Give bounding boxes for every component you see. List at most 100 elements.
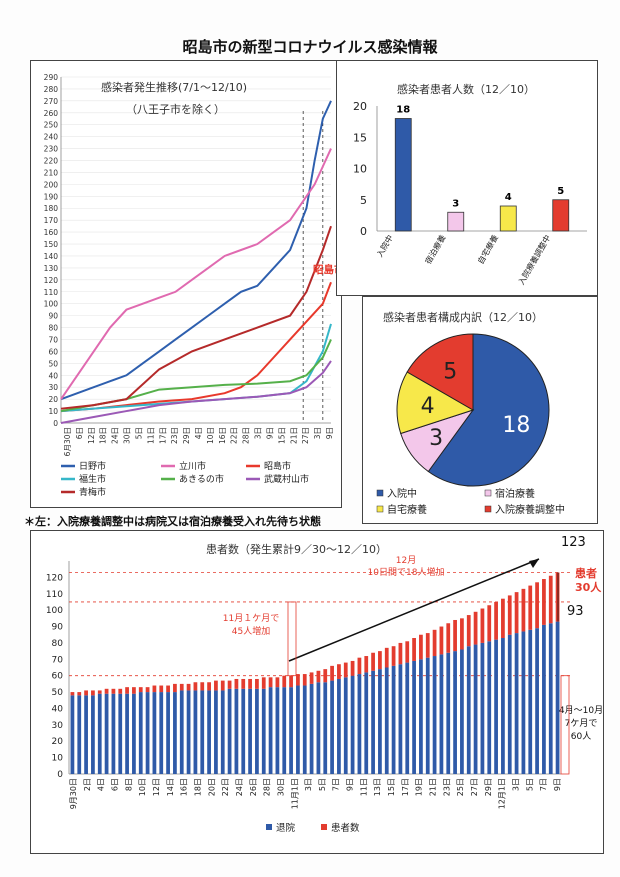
chart-title: 感染者発生推移(7/1～12/10)	[101, 80, 247, 94]
apr-oct-label: 60人	[571, 731, 591, 742]
x-tick-label: 16日	[180, 778, 189, 796]
bar-active	[261, 677, 266, 689]
legend-label: 立川市	[179, 460, 206, 472]
y-tick-label: 270	[44, 97, 59, 106]
x-tick-label: 17日	[401, 778, 410, 796]
bar-discharged	[200, 690, 205, 774]
apr-oct-label: 4月～10月	[559, 705, 603, 716]
x-tick-label: 3日	[254, 427, 263, 439]
bar-discharged	[248, 688, 252, 774]
x-tick-label: 12月1日	[498, 778, 507, 809]
bar-discharged	[507, 634, 512, 774]
bar-active	[97, 690, 102, 694]
nov-increase-label: 45人増加	[232, 625, 270, 637]
bar-discharged	[439, 654, 444, 774]
bar-active	[159, 685, 164, 693]
x-tick-label: 5日	[525, 778, 534, 791]
bar-active	[419, 634, 423, 660]
x-tick-label: 15日	[277, 427, 286, 444]
y-tick-label: 190	[44, 192, 59, 201]
y-tick-label: 250	[44, 121, 59, 130]
y-tick-label: 10	[52, 754, 64, 764]
bar-active	[118, 688, 123, 694]
bar-discharged	[542, 624, 546, 774]
chart-title: 患者数（発生累計9／30～12／10）	[206, 542, 387, 556]
legend-label: 宿泊療養	[495, 487, 535, 500]
legend-label: 武蔵村山市	[264, 473, 309, 485]
bar-active	[145, 687, 150, 693]
bar-active	[323, 669, 328, 683]
bar-active	[528, 585, 533, 630]
y-tick-label: 100	[44, 300, 59, 309]
y-tick-label: 160	[44, 228, 59, 237]
bar-discharged	[323, 682, 328, 774]
bar-active	[282, 675, 287, 688]
y-tick-label: 30	[48, 383, 58, 392]
bar-discharged	[179, 690, 184, 774]
bar-active	[104, 688, 109, 694]
bar-active	[77, 692, 82, 696]
bar-active	[501, 598, 505, 639]
y-tick-label: 120	[46, 573, 63, 583]
y-tick-label: 50	[52, 688, 64, 698]
x-tick-label: 4日	[97, 778, 106, 791]
y-tick-label: 80	[52, 639, 64, 649]
bar-discharged	[173, 692, 177, 774]
bar-discharged	[371, 670, 375, 774]
bar-discharged	[405, 662, 410, 774]
legend-swatch	[484, 489, 492, 497]
x-tick-label: 9日	[325, 427, 334, 439]
bar-active	[309, 672, 314, 684]
bar-active	[480, 608, 485, 643]
bar-discharged	[466, 646, 471, 774]
data-label: 5	[557, 186, 564, 197]
bar-discharged	[494, 639, 498, 774]
x-tick-label: 7日	[539, 778, 548, 791]
x-tick-label: 12日	[152, 778, 161, 796]
x-tick-label: 6月30日	[63, 427, 72, 456]
bar-active	[514, 592, 519, 634]
x-tick-label: 15日	[387, 778, 396, 796]
bar-active	[473, 611, 478, 645]
legend-label: 自宅療養	[387, 503, 427, 516]
bar-active	[255, 678, 259, 689]
bar-discharged	[480, 642, 485, 774]
x-tick-label: 14日	[166, 778, 175, 796]
patient-bar-chart: 感染者患者人数（12／10） 0 5 10 15 20 18 入院中 3 宿泊療養 4 自宅療養 5 入院…	[353, 82, 587, 286]
x-tick-label: 18日	[99, 427, 108, 444]
x-tick-label: 入院中	[374, 233, 395, 259]
bar-active	[132, 687, 136, 694]
y-tick-label: 90	[52, 623, 64, 633]
trend-arrow-head	[529, 559, 539, 568]
y-tick-label: 40	[52, 704, 64, 714]
bar-discharged	[391, 665, 396, 774]
bar-discharged	[227, 688, 232, 774]
bar-discharged	[193, 690, 198, 774]
legend-swatch	[376, 505, 384, 513]
bar-discharged	[97, 693, 102, 774]
bar-discharged	[548, 623, 553, 774]
bar-discharged	[535, 628, 539, 774]
legend-swatch	[484, 505, 492, 513]
bar-discharged	[234, 688, 239, 774]
bar-discharged	[446, 652, 451, 774]
bar-discharged	[91, 695, 95, 774]
line-chart-panel: 0 10 20 30 40 50 60 70 80 90 100 110 120 130 140 150 160…	[30, 60, 342, 508]
bar-discharged	[255, 688, 259, 774]
x-tick-label: 26日	[249, 778, 258, 796]
bar-discharged	[138, 692, 143, 774]
bar-active	[302, 674, 307, 686]
series-line	[60, 100, 332, 401]
bar-discharged	[350, 675, 355, 774]
x-tick-label: 27日	[301, 427, 310, 444]
y-tick-label: 40	[48, 371, 58, 380]
bar-active	[179, 683, 184, 691]
patient-bar-panel: 感染者患者人数（12／10） 0 5 10 15 20 18 入院中 3 宿泊療養 4 自宅療養 5 入院…	[336, 60, 598, 296]
bar-discharged	[186, 690, 191, 774]
bar-active	[343, 662, 348, 678]
y-tick-label: 280	[44, 85, 59, 94]
bar-active	[378, 651, 382, 670]
x-tick-label: 18日	[193, 778, 202, 796]
bar-discharged	[453, 651, 457, 774]
